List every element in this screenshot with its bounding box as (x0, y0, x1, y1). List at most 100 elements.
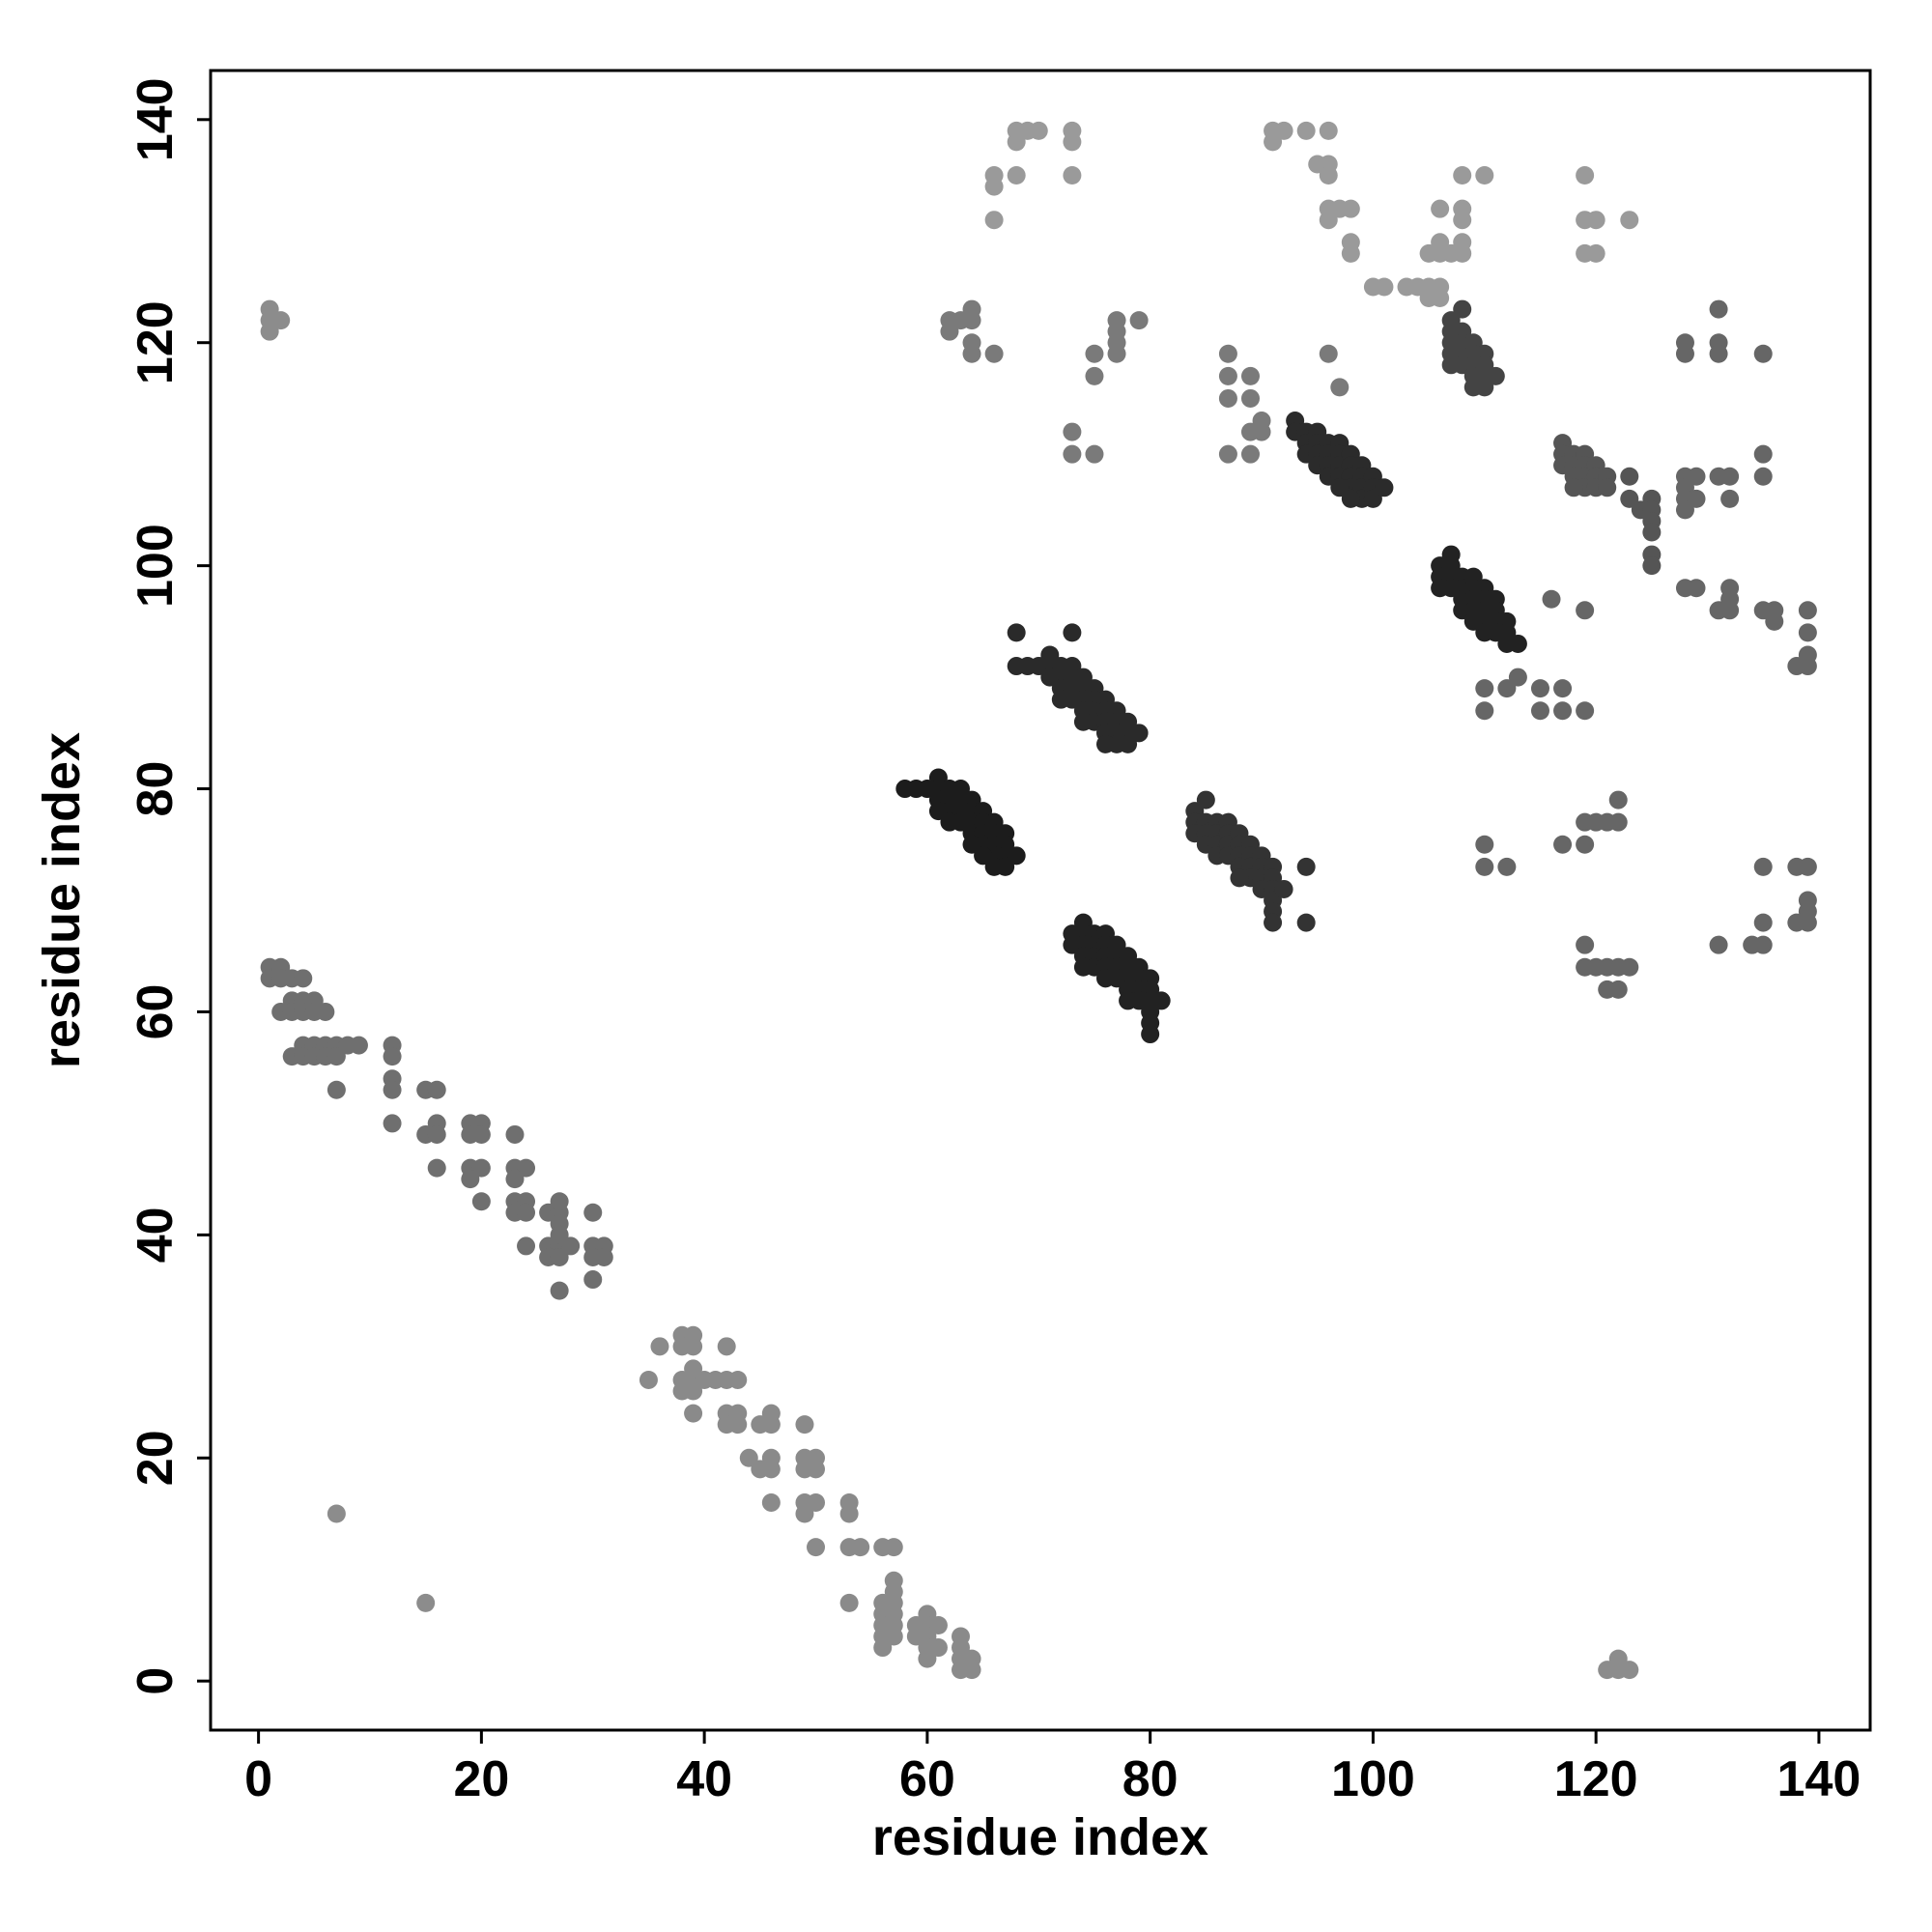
point (1453, 166, 1472, 185)
point (962, 344, 981, 363)
point (807, 1492, 826, 1512)
y-tick-label: 60 (128, 984, 184, 1040)
point (383, 1114, 402, 1133)
point (1073, 957, 1093, 977)
point (928, 802, 948, 821)
y-tick-label: 120 (128, 300, 184, 384)
point (1095, 734, 1115, 753)
point (1341, 243, 1360, 263)
point (1486, 366, 1505, 385)
point (1497, 679, 1517, 698)
point (1063, 166, 1082, 185)
point (1218, 366, 1237, 385)
point (1642, 556, 1662, 576)
point (1475, 679, 1494, 698)
point (1475, 166, 1494, 185)
point (974, 846, 993, 866)
point (1375, 277, 1394, 297)
point (1675, 344, 1694, 363)
point (294, 969, 313, 988)
point (1063, 132, 1082, 152)
point (1007, 623, 1026, 642)
point (1085, 344, 1104, 363)
point (1264, 132, 1283, 152)
point (1753, 857, 1773, 876)
point (550, 1281, 569, 1300)
point (316, 1002, 335, 1021)
point (1274, 879, 1293, 898)
x-tick-label: 120 (1554, 1751, 1638, 1807)
point (1576, 166, 1595, 185)
point (684, 1381, 703, 1401)
point (471, 1158, 491, 1178)
point (1274, 121, 1293, 140)
point (1608, 980, 1628, 999)
point (1453, 211, 1472, 230)
point (717, 1337, 736, 1356)
point (1553, 835, 1573, 854)
point (1252, 422, 1271, 441)
point (1553, 701, 1573, 721)
point (1720, 489, 1740, 508)
point (1586, 243, 1605, 263)
point (561, 1236, 581, 1256)
point (1798, 601, 1817, 620)
point (349, 1036, 368, 1055)
point (505, 1170, 525, 1189)
point (1564, 478, 1583, 497)
point (1363, 489, 1382, 508)
point (1753, 344, 1773, 363)
point (550, 1192, 569, 1211)
point (1620, 211, 1639, 230)
point (1375, 478, 1394, 497)
point (1530, 679, 1549, 698)
point (1453, 299, 1472, 319)
point (1576, 601, 1595, 620)
point (1620, 1661, 1639, 1680)
point (1675, 500, 1694, 520)
point (260, 322, 279, 341)
point (517, 1236, 536, 1256)
point (940, 322, 959, 341)
point (1319, 344, 1338, 363)
point (884, 1538, 903, 1557)
point (1230, 868, 1249, 888)
point (1240, 444, 1260, 464)
point (795, 1415, 814, 1435)
point (1129, 311, 1149, 330)
point (684, 1404, 703, 1423)
y-tick-label: 0 (128, 1667, 184, 1695)
point (1475, 701, 1494, 721)
point (427, 1080, 446, 1099)
point (471, 1124, 491, 1144)
point (839, 1504, 859, 1523)
point (1798, 657, 1817, 676)
point (1608, 812, 1628, 832)
point (1330, 478, 1350, 497)
x-tick-label: 60 (899, 1751, 955, 1807)
point (1073, 712, 1093, 731)
point (1085, 444, 1104, 464)
point (1475, 378, 1494, 397)
point (928, 1615, 948, 1634)
point (761, 1492, 781, 1512)
point (851, 1538, 870, 1557)
point (1798, 857, 1817, 876)
point (807, 1538, 826, 1557)
point (1319, 211, 1338, 230)
point (550, 1247, 569, 1266)
point (1141, 1025, 1160, 1044)
point (1687, 579, 1706, 598)
point (1798, 913, 1817, 932)
point (1119, 734, 1138, 753)
point (1687, 489, 1706, 508)
point (884, 1627, 903, 1646)
point (928, 1638, 948, 1658)
point (751, 1460, 770, 1479)
plot-frame (209, 69, 1872, 1732)
point (1319, 166, 1338, 185)
x-tick-label: 100 (1331, 1751, 1415, 1807)
point (984, 211, 1004, 230)
